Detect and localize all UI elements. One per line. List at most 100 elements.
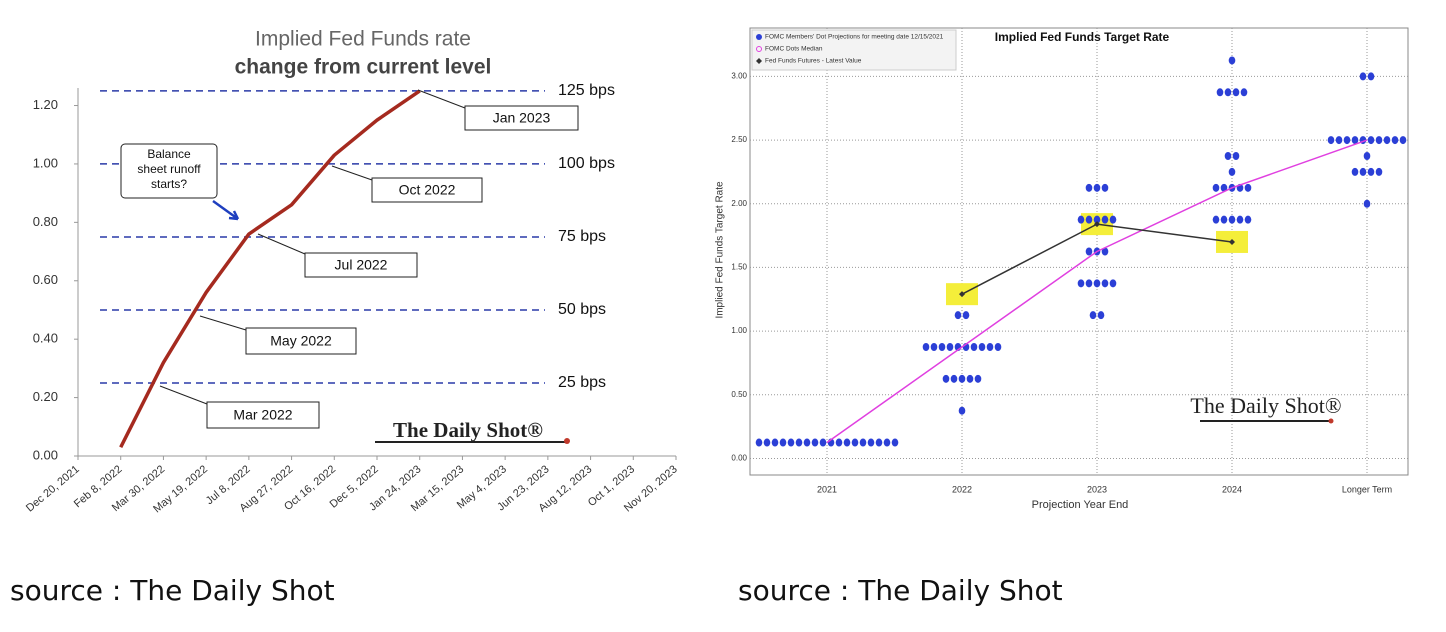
dot: [1093, 279, 1101, 288]
x-tick-label: Longer Term: [1342, 484, 1392, 494]
dot: [851, 438, 859, 447]
plot-frame: [749, 27, 1409, 476]
dot: [1244, 215, 1252, 224]
caption: source : The Daily Shot: [10, 574, 335, 607]
dot: [755, 438, 763, 447]
chart-right: 0.00 0.50 1.00 1.50 2.00 2.50 3.00 2021 2022 2023…: [715, 27, 1409, 511]
legend-box: [751, 29, 957, 71]
annotation: Mar 2022: [233, 407, 292, 423]
dot: [1399, 136, 1407, 145]
y-tick-label: 1.20: [33, 97, 58, 112]
dot: [986, 343, 994, 352]
y-tick-label: 0.40: [33, 331, 58, 346]
reference-label: 25 bps: [558, 374, 606, 391]
dot: [1212, 215, 1220, 224]
dot: [1220, 183, 1228, 192]
annotation: Oct 2022: [399, 182, 456, 198]
y-axis-label: Implied Fed Funds Target Rate: [715, 181, 726, 319]
dot: [1220, 215, 1228, 224]
annotation: Jan 2023: [493, 110, 551, 126]
dot: [994, 343, 1002, 352]
y-tick-label: 0.00: [731, 454, 747, 463]
annotation-pointer: [199, 315, 247, 331]
dot: [1077, 279, 1085, 288]
dot: [930, 343, 938, 352]
dot: [787, 438, 795, 447]
dot: [1077, 215, 1085, 224]
x-tick-label: Dec 20, 2021: [24, 463, 82, 514]
dot: [950, 374, 958, 383]
dot: [803, 438, 811, 447]
dot: [1085, 279, 1093, 288]
data-line: [119, 89, 421, 449]
dot: [1351, 167, 1359, 176]
annotation-box: [206, 401, 320, 429]
y-tick-label: 0.50: [731, 390, 747, 399]
dot: [978, 343, 986, 352]
dot: [958, 374, 966, 383]
dot: [946, 343, 954, 352]
futures-point: [1229, 238, 1235, 245]
dot: [962, 311, 970, 320]
dot: [958, 406, 966, 415]
y-tick-label: 1.00: [731, 326, 747, 335]
dot: [763, 438, 771, 447]
dot: [1224, 151, 1232, 160]
annotation-pointer: [331, 165, 373, 181]
dot: [1359, 167, 1367, 176]
dot: [795, 438, 803, 447]
dot: [1085, 247, 1093, 256]
dot: [1101, 215, 1109, 224]
watermark: The Daily Shot®: [1190, 393, 1341, 418]
y-tick-label: 2.00: [731, 199, 747, 208]
y-tick-label: 0.60: [33, 272, 58, 287]
x-tick-label: 2024: [1222, 484, 1242, 494]
dot: [1363, 151, 1371, 160]
annotation-box: [304, 252, 418, 278]
dot: [1101, 183, 1109, 192]
annotation: May 2022: [270, 333, 332, 349]
dot: [779, 438, 787, 447]
caption: source : The Daily Shot: [738, 574, 1063, 607]
dot: [1089, 311, 1097, 320]
dot: [1232, 151, 1240, 160]
dot: [1097, 311, 1105, 320]
dot: [1363, 199, 1371, 208]
dot: [1228, 167, 1236, 176]
dot: [843, 438, 851, 447]
dot: [974, 374, 982, 383]
reference-label: 125 bps: [558, 82, 615, 99]
y-tick-label: 1.00: [33, 155, 58, 170]
x-tick-label: 2021: [817, 484, 837, 494]
chart-title: Implied Fed Funds Target Rate: [995, 30, 1170, 44]
dot: [1216, 88, 1224, 97]
watermark: The Daily Shot®: [393, 418, 543, 442]
dot: [1335, 136, 1343, 145]
annotation-box: [245, 327, 357, 355]
annotation: Jul 2022: [335, 257, 388, 273]
dot: [1109, 279, 1117, 288]
dot: [811, 438, 819, 447]
reference-label: 75 bps: [558, 228, 606, 245]
dot: [1244, 183, 1252, 192]
futures-point: [1094, 221, 1100, 228]
watermark-dot: [1328, 418, 1334, 424]
x-tick-label: 2023: [1087, 484, 1107, 494]
legend-marker: [756, 46, 762, 52]
dot: [1212, 183, 1220, 192]
reference-label: 50 bps: [558, 301, 606, 318]
dot: [938, 343, 946, 352]
annotation-box: [120, 143, 218, 199]
dot: [1085, 183, 1093, 192]
legend-label: FOMC Dots Median: [765, 46, 823, 53]
annotation-pointer: [257, 233, 306, 255]
legend-label: FOMC Members' Dot Projections for meetin…: [765, 34, 944, 41]
annotation-box: [464, 105, 579, 131]
dot: [1224, 88, 1232, 97]
y-tick-label: 2.50: [731, 135, 747, 144]
dot: [875, 438, 883, 447]
dot: [1367, 167, 1375, 176]
chart-title: Implied Fed Funds rate: [255, 28, 471, 51]
dot: [867, 438, 875, 447]
